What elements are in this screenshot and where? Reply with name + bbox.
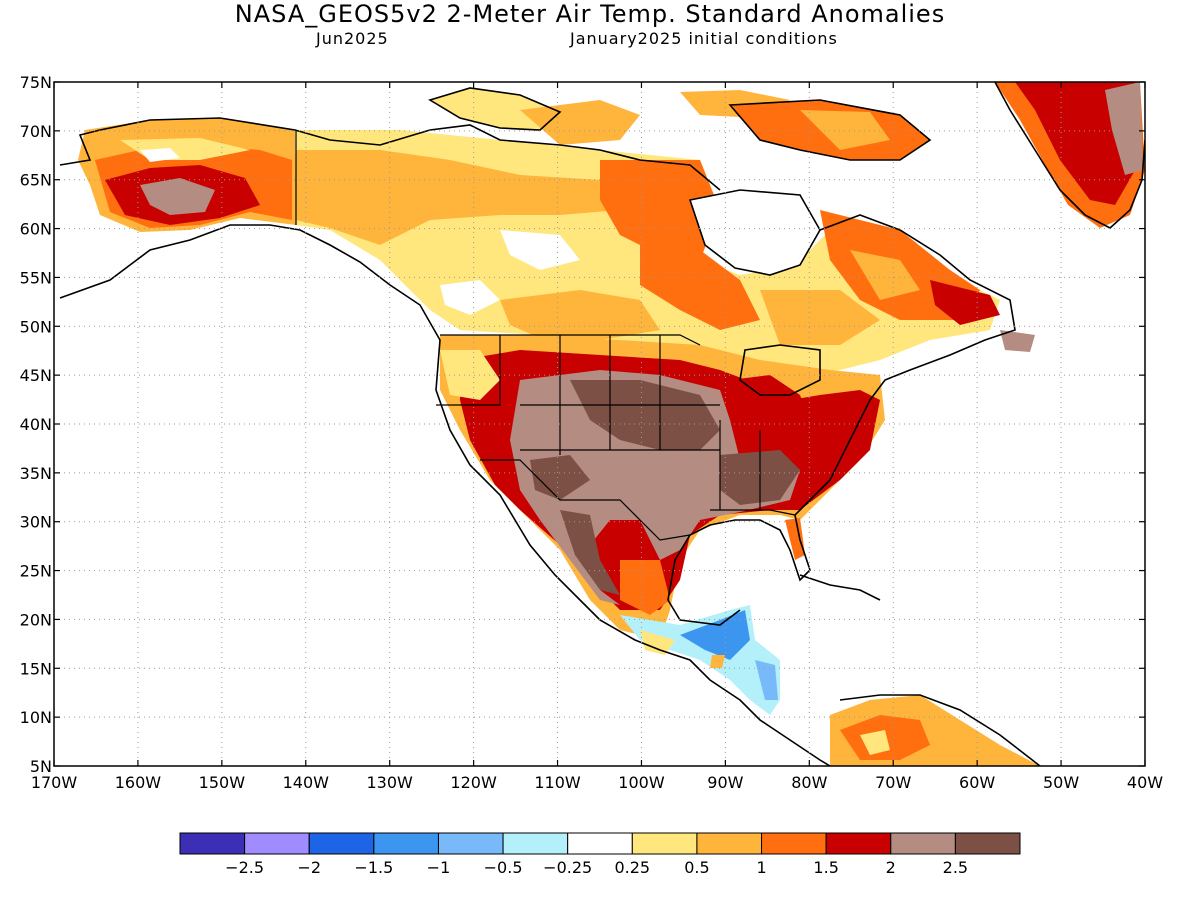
colorbar-label: −1	[427, 858, 451, 877]
lon-tick-label: 140W	[283, 773, 330, 792]
colorbar-swatch	[373, 832, 439, 855]
colorbar-label: −2.5	[225, 858, 264, 877]
lon-tick-label: 100W	[618, 773, 665, 792]
lon-tick-label: 130W	[367, 773, 414, 792]
lon-tick-label: 120W	[450, 773, 497, 792]
colorbar-label: −1.5	[354, 858, 393, 877]
anomaly-field	[59, 82, 1145, 766]
lat-tick-label: 75N	[20, 73, 52, 92]
colorbar-swatch	[696, 832, 763, 855]
colorbar-label: −0.25	[543, 858, 592, 877]
lat-lon-grid	[54, 82, 1145, 766]
lat-tick-label: 50N	[20, 317, 52, 336]
colorbar-label: −2	[297, 858, 321, 877]
lon-tick-label: 70W	[875, 773, 911, 792]
lat-tick-label: 35N	[20, 464, 52, 483]
lat-tick-label: 10N	[20, 708, 52, 727]
lon-tick-label: 160W	[115, 773, 162, 792]
colorbar-swatch	[502, 832, 569, 855]
colorbar-label: 1	[756, 858, 766, 877]
lon-tick-label: 110W	[534, 773, 581, 792]
lon-tick-label: 90W	[707, 773, 743, 792]
lat-tick-label: 40N	[20, 415, 52, 434]
lat-tick-label: 25N	[20, 562, 52, 581]
colorbar-labels: −2.5 −2 −1.5 −1 −0.5 −0.25 0.25 0.5 1 1.5 2 2.5	[225, 858, 968, 877]
lat-tick-label: 60N	[20, 220, 52, 239]
lat-tick-label: 5N	[30, 757, 52, 776]
forecast-month: Jun2025	[316, 29, 389, 48]
colorbar-label: 2	[886, 858, 896, 877]
colorbar-label: 0.5	[684, 858, 709, 877]
colorbar-swatch	[631, 832, 698, 855]
lon-tick-label: 80W	[791, 773, 827, 792]
map-title: NASA_GEOS5v2 2-Meter Air Temp. Standard …	[234, 0, 946, 28]
colorbar-swatch	[567, 832, 633, 855]
lon-tick-label: 150W	[199, 773, 246, 792]
colorbar-swatch	[437, 832, 504, 855]
lat-tick-label: 45N	[20, 366, 52, 385]
initial-conditions: January2025 initial conditions	[570, 29, 838, 48]
colorbar-label: −0.5	[484, 858, 523, 877]
lon-tick-label: 60W	[959, 773, 995, 792]
lat-tick-label: 55N	[20, 268, 52, 287]
latitude-labels: 75N 70N 65N 60N 55N 50N 45N 40N 35N 30N 25N 20N 15N 1…	[20, 73, 52, 776]
lat-tick-label: 30N	[20, 513, 52, 532]
colorbar-swatch	[179, 832, 246, 855]
colorbar-swatch	[244, 832, 310, 855]
colorbar-swatch	[954, 832, 1021, 855]
colorbar-label: 2.5	[943, 858, 968, 877]
colorbar-label: 0.25	[614, 858, 650, 877]
colorbar-swatch	[825, 832, 892, 855]
longitude-labels: 170W 160W 150W 140W 130W 120W 110W 100W 90W 80W 70…	[31, 773, 1163, 792]
colorbar-swatch	[308, 832, 375, 855]
colorbar-swatch	[890, 832, 956, 855]
lat-tick-label: 65N	[20, 171, 52, 190]
lat-tick-label: 70N	[20, 122, 52, 141]
lat-tick-label: 15N	[20, 659, 52, 678]
lon-tick-label: 170W	[31, 773, 78, 792]
colorbar-label: 1.5	[813, 858, 838, 877]
lon-tick-label: 50W	[1043, 773, 1079, 792]
lat-tick-label: 20N	[20, 610, 52, 629]
colorbar	[179, 832, 1021, 855]
lon-tick-label: 40W	[1127, 773, 1163, 792]
colorbar-swatch	[761, 832, 827, 855]
